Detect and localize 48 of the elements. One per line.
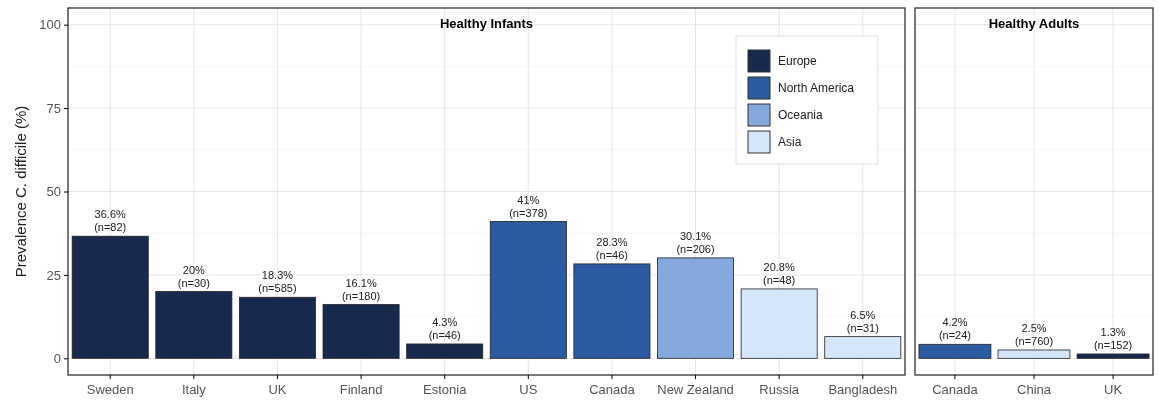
x-tick-label: UK <box>1104 381 1123 397</box>
y-tick-label: 50 <box>46 184 61 200</box>
data-label: 16.1% (n=180) <box>341 276 381 302</box>
bar <box>657 257 734 359</box>
bar <box>155 291 233 359</box>
y-axis-title: Prevalence C. difficile (%) <box>12 105 29 278</box>
data-label: 2.5% (n=760) <box>1014 321 1054 347</box>
data-label: 30.1% (n=206) <box>676 229 715 255</box>
legend-label: Europe <box>778 54 818 68</box>
y-tick-label: 100 <box>39 17 61 33</box>
x-tick-label: New Zealand <box>657 381 734 397</box>
bar <box>406 343 484 359</box>
y-tick-label: 25 <box>46 267 61 283</box>
x-tick-label: Sweden <box>86 381 134 397</box>
legend-label: Asia <box>778 135 802 149</box>
bar <box>740 288 818 359</box>
x-tick-label: US <box>519 381 538 397</box>
text: Healthy Adults <box>988 16 1080 31</box>
x-tick-label: Russia <box>759 381 800 397</box>
x-tick-label: UK <box>268 381 287 397</box>
x-tick-label: Italy <box>181 381 207 397</box>
data-label: 36.6% (n=82) <box>94 208 127 234</box>
data-label: 1.3% (n=152) <box>1093 325 1133 351</box>
bar <box>573 263 651 359</box>
bar <box>239 296 316 359</box>
x-tick-label: Estonia <box>423 381 468 397</box>
data-label: 4.2% (n=24) <box>938 316 971 342</box>
x-tick-label: China <box>1017 381 1052 397</box>
x-tick-label: Canada <box>589 381 636 397</box>
x-tick-label: Bangladesh <box>828 381 898 397</box>
bar <box>71 235 149 359</box>
x-tick-label: Finland <box>339 381 383 397</box>
x-tick-label: Canada <box>932 381 979 397</box>
data-label: 20.8% (n=48) <box>763 260 796 286</box>
data-label: 6.5% (n=31) <box>846 308 879 334</box>
text: Healthy Infants <box>439 16 534 31</box>
legend-label: Oceania <box>778 108 824 122</box>
data-label: 41% (n=378) <box>509 193 548 219</box>
y-tick-label: 0 <box>53 350 61 366</box>
bar <box>489 221 567 359</box>
data-label: 4.3% (n=46) <box>428 315 461 341</box>
legend-label: North America <box>778 81 855 95</box>
data-label: 28.3% (n=46) <box>595 235 628 261</box>
bar <box>322 304 400 359</box>
data-label: 18.3% (n=585) <box>258 269 297 295</box>
data-label: 20% (n=30) <box>177 263 210 289</box>
y-tick-label: 75 <box>46 100 61 116</box>
bar <box>824 336 902 359</box>
